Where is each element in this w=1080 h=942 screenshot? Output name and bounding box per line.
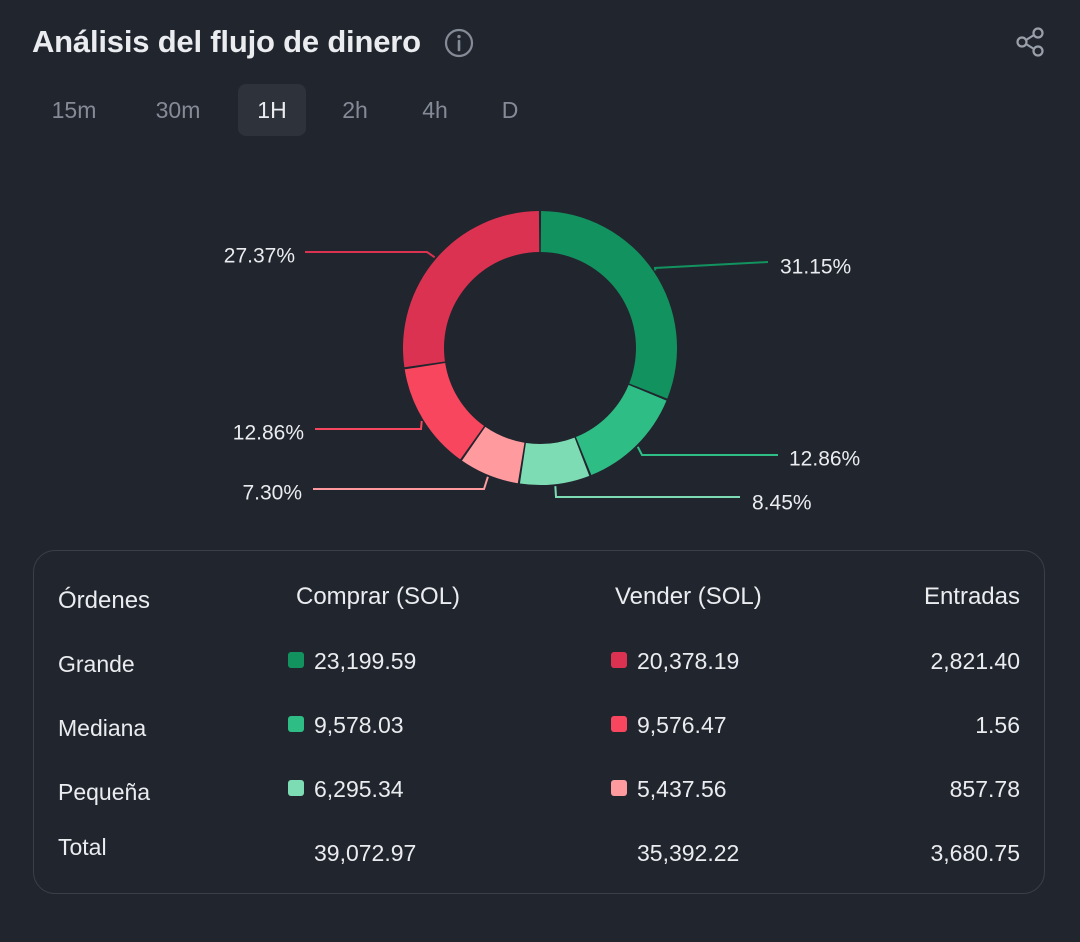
buy-cell: 23,199.59 [288, 648, 416, 675]
slice-percent-label: 12.86% [789, 448, 860, 471]
donut-slice[interactable] [404, 363, 485, 460]
buy-large-swatch [288, 652, 304, 668]
total-label: Total [58, 834, 107, 860]
slice-percent-label: 8.45% [752, 492, 812, 515]
tab-d[interactable]: D [501, 97, 519, 123]
slice-percent-label: 31.15% [780, 256, 851, 279]
inflow-value: 1.56 [975, 712, 1020, 738]
row-name: Mediana [58, 715, 147, 741]
header-orders: Órdenes [58, 587, 151, 614]
total-sell: 35,392.22 [637, 840, 740, 866]
money-flow-donut-chart: 31.15% 12.86% 8.45% 7.30% 12.86% 27.37% [224, 211, 860, 515]
leader-line [313, 476, 489, 490]
buy-cell: 6,295.34 [288, 776, 404, 803]
donut-slice[interactable] [461, 426, 525, 484]
donut-slice[interactable] [403, 211, 540, 368]
share-icon[interactable] [1014, 25, 1048, 59]
sell-value: 9,576.47 [637, 712, 727, 738]
tab-4h[interactable]: 4h [422, 97, 448, 123]
leader-line [653, 261, 769, 271]
slice-percent-label: 27.37% [224, 245, 295, 268]
buy-cell: 9,578.03 [288, 712, 404, 739]
donut-slice[interactable] [519, 437, 590, 485]
total-buy: 39,072.97 [314, 840, 417, 866]
tab-1h[interactable]: 1H [238, 84, 306, 136]
tab-30m[interactable]: 30m [155, 97, 201, 123]
header: Análisis del flujo de dinero [32, 22, 1048, 66]
leader-line [315, 420, 423, 430]
header-sell: Vender (SOL) [615, 583, 762, 610]
leader-line [636, 446, 778, 456]
header-inflow: Entradas [923, 583, 1020, 610]
buy-medium-swatch [288, 716, 304, 732]
info-icon[interactable] [444, 28, 474, 58]
row-name: Pequeña [58, 779, 151, 805]
donut-slice[interactable] [540, 211, 677, 399]
buy-value: 9,578.03 [314, 712, 404, 738]
sell-cell: 9,576.47 [611, 712, 727, 739]
leader-line [554, 486, 740, 498]
buy-value: 6,295.34 [314, 776, 404, 802]
sell-value: 20,378.19 [637, 648, 740, 674]
sell-small-swatch [611, 780, 627, 796]
total-inflow: 3,680.75 [930, 840, 1020, 866]
row-name: Grande [58, 651, 135, 677]
donut-slice[interactable] [575, 384, 667, 476]
tab-15m[interactable]: 15m [51, 97, 97, 123]
page-title: Análisis del flujo de dinero [32, 24, 421, 59]
buy-value: 23,199.59 [314, 648, 417, 674]
orders-table: Órdenes Comprar (SOL) Vender (SOL) Entra… [33, 550, 1045, 894]
tab-2h[interactable]: 2h [342, 97, 368, 123]
sell-cell: 5,437.56 [611, 776, 727, 803]
slice-percent-label: 7.30% [242, 482, 302, 505]
inflow-value: 857.78 [949, 776, 1020, 802]
inflow-value: 2,821.40 [930, 648, 1020, 674]
leader-line [305, 251, 436, 259]
sell-medium-swatch [611, 716, 627, 732]
header-buy: Comprar (SOL) [296, 583, 461, 610]
sell-cell: 20,378.19 [611, 648, 739, 675]
sell-large-swatch [611, 652, 627, 668]
buy-small-swatch [288, 780, 304, 796]
sell-value: 5,437.56 [637, 776, 727, 802]
slice-percent-label: 12.86% [233, 422, 304, 445]
